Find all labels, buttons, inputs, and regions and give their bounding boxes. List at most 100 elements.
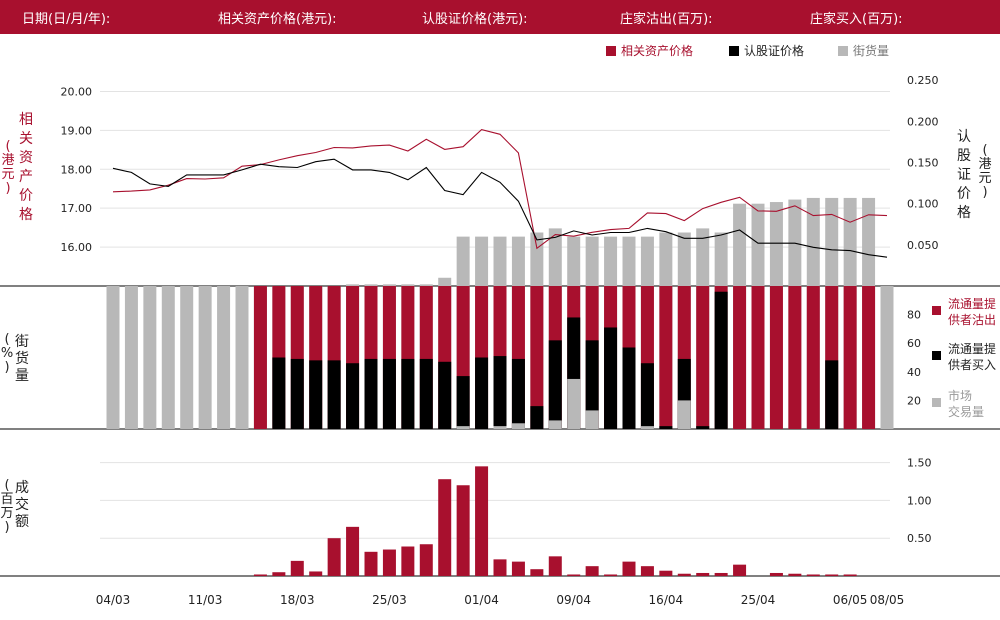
pct-lp-sell-bar (659, 286, 673, 429)
pct-lp-buy-bar (401, 358, 415, 429)
price-left-axis-unit-char: 港 (1, 153, 14, 168)
legend-mid-swatch (932, 306, 941, 315)
pct-axis-title-char: 货 (15, 350, 29, 367)
pct-lp-buy-bar (548, 340, 562, 429)
turnover-axis-unit-char: 百 (0, 492, 13, 507)
x-tick-label: 06/05 (833, 593, 868, 607)
outstanding-bar (511, 236, 525, 286)
pct-lp-sell-bar (788, 286, 802, 429)
turnover-bar (585, 566, 599, 576)
price-left-axis-title-char: 产 (19, 169, 33, 185)
outstanding-bar (733, 203, 747, 286)
legend-mid-swatch (932, 351, 941, 360)
turnover-bar (309, 571, 323, 576)
pct-market-volume-bar (880, 286, 894, 429)
outstanding-bar (769, 202, 783, 286)
outstanding-bar (640, 236, 654, 286)
pct-lp-sell-bar (253, 286, 267, 429)
x-tick-label: 11/03 (188, 593, 223, 607)
turnover-bar (788, 573, 802, 576)
price-left-axis-unit-char: 元 (1, 167, 14, 182)
pct-lp-buy-bar (640, 363, 654, 429)
turnover-bar (733, 564, 747, 576)
pct-market-volume-bottom-bar (548, 420, 562, 429)
turnover-bar (493, 559, 507, 576)
outstanding-bar (438, 277, 452, 286)
turnover-bar (843, 574, 857, 576)
outstanding-bar (751, 203, 765, 286)
pct-lp-sell-bar (530, 286, 544, 429)
price-right-axis-title-char: 证 (957, 167, 971, 183)
legend-mid-label: 交易量 (948, 404, 984, 419)
price-right-axis-title-char: 认 (957, 129, 971, 145)
turnover-axis-title-char: 成 (15, 480, 29, 496)
outstanding-bar (714, 232, 728, 286)
turnover-bar (346, 526, 360, 576)
turnover-bar (677, 573, 691, 576)
turnover-bar (290, 560, 304, 576)
pct-lp-sell-bar (862, 286, 876, 429)
legend-top-swatch (729, 46, 739, 56)
turnover-bar (604, 574, 618, 576)
turnover-bar (806, 574, 820, 576)
price-left-axis-title-char: 格 (19, 207, 33, 223)
legend-mid-label: 供者沽出 (948, 313, 996, 327)
pct-lp-buy-bar (327, 360, 341, 429)
price-left-tick-label: 19.00 (61, 124, 93, 137)
turnover-bar (272, 572, 286, 576)
pct-lp-sell-bar (733, 286, 747, 429)
x-tick-label: 08/05 (870, 593, 905, 607)
price-right-tick-label: 0.200 (907, 115, 939, 128)
outstanding-bar (677, 232, 691, 286)
pct-market-volume-bottom-bar (585, 410, 599, 429)
turnover-bar (364, 551, 378, 576)
pct-lp-sell-bar (696, 286, 710, 429)
pct-lp-buy-bar (696, 426, 710, 429)
x-tick-label: 25/04 (741, 593, 776, 607)
pct-axis-unit-char: ) (4, 360, 9, 375)
pct-lp-sell-bar (751, 286, 765, 429)
outstanding-bar (530, 232, 544, 286)
x-tick-label: 25/03 (372, 593, 407, 607)
pct-lp-buy-bar (346, 363, 360, 429)
turnover-axis-unit-char: ( (4, 478, 9, 493)
price-right-tick-label: 0.150 (907, 157, 939, 170)
warrant-price-line (112, 158, 888, 258)
outstanding-bar (548, 228, 562, 286)
pct-lp-buy-bar (493, 356, 507, 429)
pct-lp-buy-bar (475, 357, 489, 429)
pct-axis-unit-char: ( (4, 332, 9, 347)
turnover-axis-unit-char: 万 (0, 506, 13, 521)
turnover-bar (382, 549, 396, 576)
price-left-axis-title-char: 资 (19, 150, 33, 166)
turnover-axis-title-char: 额 (15, 514, 29, 530)
legend-top-label: 认股证价格 (744, 43, 804, 58)
turnover-bar (548, 556, 562, 576)
price-right-axis-title-char: 格 (957, 205, 971, 221)
price-left-axis-title-char: 关 (19, 131, 33, 147)
pct-lp-sell-bar (806, 286, 820, 429)
turnover-bar (456, 485, 470, 576)
price-right-tick-label: 0.100 (907, 198, 939, 211)
outstanding-bar (456, 236, 470, 286)
pct-market-volume-bar (106, 286, 120, 429)
price-right-axis-unit-char: ) (982, 185, 987, 200)
outstanding-bar (806, 197, 820, 286)
turnover-bar (438, 479, 452, 576)
pct-lp-buy-bar (714, 291, 728, 429)
outstanding-bar (696, 228, 710, 286)
outstanding-bar (419, 284, 433, 286)
price-right-axis-title-char: 股 (957, 148, 971, 164)
price-right-axis-unit-char: ( (982, 143, 987, 158)
header-underlying-price-label: 相关资产价格(港元): (218, 12, 337, 27)
pct-lp-buy-bar (530, 406, 544, 429)
legend-mid-label: 流通量提 (948, 296, 996, 311)
legend-top-swatch (838, 46, 848, 56)
header-dealer-buy-label: 庄家买入(百万): (810, 12, 903, 27)
turnover-bar (825, 574, 839, 576)
turnover-bar (530, 569, 544, 576)
pct-lp-buy-bar (585, 340, 599, 429)
warrant-chart: 20.00 19.00 18.00 17.00 16.00 0.250 0.200 0.150… (0, 43, 1000, 607)
legend-mid-swatch (932, 398, 941, 407)
turnover-bar (401, 546, 415, 576)
